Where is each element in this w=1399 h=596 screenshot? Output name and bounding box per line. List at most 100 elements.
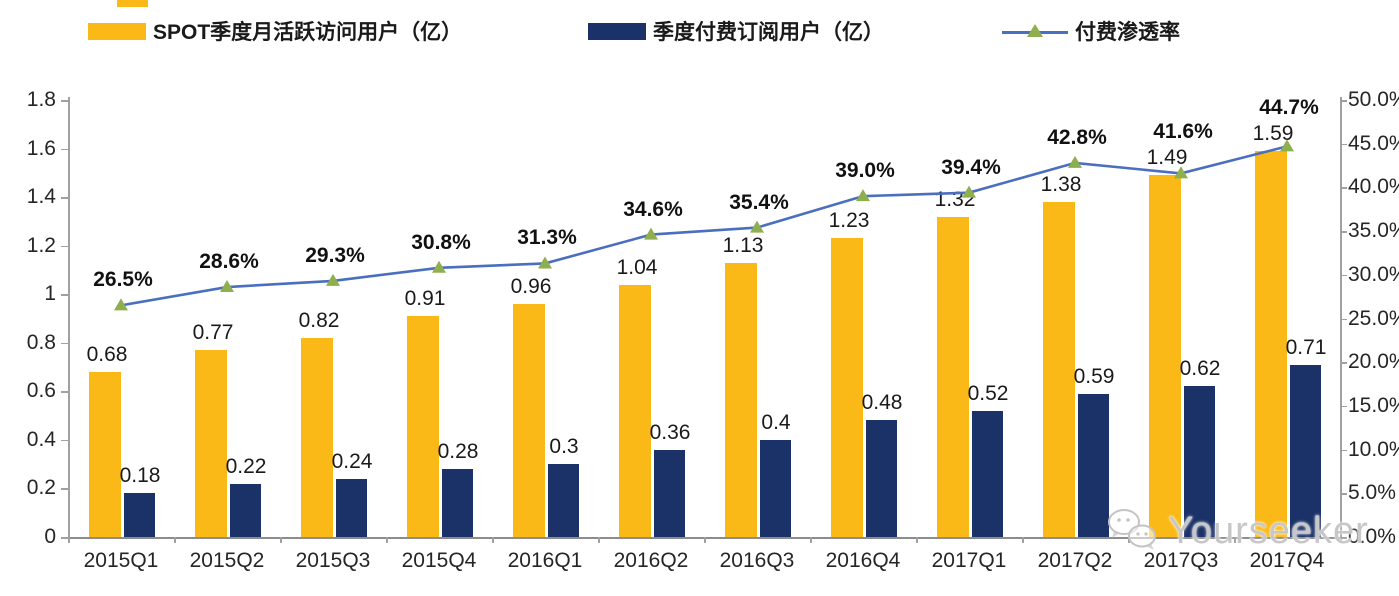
x-tick-label-2015Q2: 2015Q2 (189, 549, 265, 572)
x-tick (704, 537, 706, 543)
paid-value-label: 0.24 (331, 449, 373, 473)
legend-item-mau: SPOT季度月活跃访问用户（亿） (88, 18, 462, 44)
mau-value-label: 0.96 (510, 274, 552, 298)
bar-paid-2015Q1 (124, 493, 155, 537)
bar-mau-2017Q1 (937, 216, 969, 537)
paid-swatch-icon (588, 22, 646, 40)
paid-value-label: 0.71 (1285, 335, 1327, 359)
paid-value-label: 0.36 (649, 420, 691, 444)
watermark-text: Yourseeker (1168, 509, 1369, 552)
y-tick-left (61, 100, 68, 102)
bar-paid-2016Q4 (866, 420, 897, 537)
bar-paid-2015Q4 (442, 469, 473, 537)
legend-label-mau: SPOT季度月活跃访问用户（亿） (153, 21, 463, 44)
x-tick-label-2017Q1: 2017Q1 (931, 549, 1007, 572)
x-tick-label-2015Q4: 2015Q4 (401, 549, 477, 572)
mau-value-label: 1.32 (934, 187, 976, 211)
paid-value-label: 0.3 (549, 435, 579, 459)
x-tick (598, 537, 600, 543)
y-tick-left (61, 342, 68, 345)
penetration-label: 31.3% (517, 226, 577, 250)
penetration-label: 29.3% (305, 243, 365, 267)
legend-fragment (117, 0, 148, 7)
line-marker (538, 256, 552, 269)
legend-item-penetration: 付费渗透率 (1002, 18, 1180, 44)
y-tick-label-left: 1.2 (26, 233, 56, 257)
x-tick (1234, 537, 1236, 543)
bar-mau-2017Q4 (1255, 150, 1287, 537)
y-tick-left (61, 294, 68, 296)
x-tick (810, 537, 812, 543)
y-axis-right (1340, 97, 1342, 538)
y-tick-label-left: 0.8 (26, 330, 56, 354)
y-tick-right (1340, 362, 1347, 364)
penetration-label: 28.6% (199, 250, 259, 274)
legend-label-penetration: 付费渗透率 (1075, 21, 1180, 44)
bar-paid-2016Q1 (548, 464, 579, 537)
y-tick-label-right: 30.0% (1348, 262, 1399, 286)
y-tick-label-left: 0.4 (26, 427, 56, 451)
penetration-label: 26.5% (93, 268, 153, 292)
line-marker (326, 273, 340, 286)
y-tick-label-left: 0.6 (26, 379, 56, 403)
x-tick-label-2015Q3: 2015Q3 (295, 549, 371, 572)
bar-paid-2017Q3 (1184, 386, 1215, 537)
line-marker (1068, 155, 1082, 168)
bar-paid-2015Q2 (230, 483, 261, 537)
y-tick-label-left: 0 (44, 525, 56, 548)
y-tick-right (1340, 231, 1347, 233)
bar-paid-2017Q2 (1078, 393, 1109, 537)
y-tick-right (1340, 100, 1347, 102)
y-tick-label-right: 20.0% (1348, 350, 1399, 374)
penetration-label: 39.0% (835, 159, 895, 183)
x-tick (1022, 537, 1024, 543)
x-tick-label-2017Q2: 2017Q2 (1037, 549, 1113, 572)
y-tick-label-right: 0.0% (1348, 525, 1396, 548)
bar-mau-2015Q3 (301, 337, 333, 537)
bar-mau-2016Q2 (619, 284, 651, 537)
paid-value-label: 0.52 (967, 381, 1009, 405)
wechat-icon (1108, 509, 1156, 550)
x-tick (174, 537, 176, 543)
y-axis-left (68, 97, 70, 538)
legend-label-paid: 季度付费订阅用户（亿） (653, 21, 884, 44)
line-marker (220, 280, 234, 293)
y-tick-label-right: 15.0% (1348, 393, 1399, 417)
mau-value-label: 1.23 (828, 209, 870, 233)
y-tick-left (61, 391, 68, 393)
y-tick-right (1340, 493, 1347, 495)
mau-value-label: 1.04 (616, 255, 658, 279)
bar-paid-2017Q1 (972, 410, 1003, 537)
line-marker (856, 189, 870, 202)
y-tick-label-left: 1.4 (26, 185, 56, 209)
bar-mau-2017Q2 (1043, 201, 1075, 537)
mau-value-label: 0.82 (298, 308, 340, 332)
x-tick-label-2016Q2: 2016Q2 (613, 549, 689, 572)
line-marker (750, 220, 764, 233)
penetration-label: 44.7% (1259, 95, 1319, 119)
y-tick-left (61, 197, 68, 199)
x-tick-label-2017Q3: 2017Q3 (1143, 549, 1219, 572)
y-tick-label-left: 1.8 (26, 88, 56, 111)
y-tick-left (61, 245, 68, 248)
mau-value-label: 0.91 (404, 287, 446, 311)
x-tick-label-2016Q4: 2016Q4 (825, 549, 901, 572)
x-tick (68, 537, 70, 543)
x-tick (492, 537, 494, 543)
y-tick-label-right: 25.0% (1348, 306, 1399, 330)
legend-item-paid: 季度付费订阅用户（亿） (588, 18, 884, 44)
x-tick (280, 537, 282, 543)
y-tick-left (61, 148, 68, 151)
y-tick-right (1340, 405, 1347, 408)
bar-paid-2016Q3 (760, 439, 791, 537)
watermark: Yourseeker (1106, 508, 1369, 554)
line-marker (432, 260, 446, 273)
mau-value-label: 1.13 (722, 233, 764, 257)
y-tick-left (61, 439, 68, 442)
y-tick-label-right: 35.0% (1348, 219, 1399, 243)
bar-mau-2015Q1 (89, 371, 121, 537)
line-marker-sample-icon (1002, 23, 1068, 40)
y-tick-left (61, 537, 68, 539)
paid-value-label: 0.62 (1179, 357, 1221, 381)
